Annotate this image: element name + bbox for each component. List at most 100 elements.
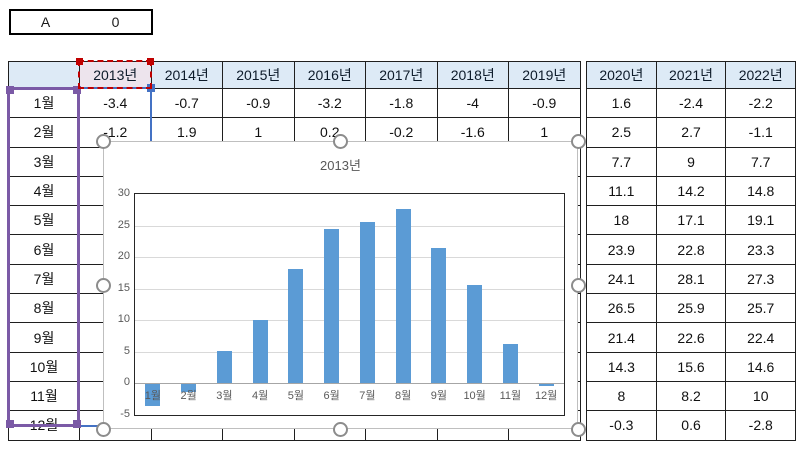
bar-12월[interactable]	[538, 384, 554, 387]
data-cell[interactable]: 28.1	[655, 263, 727, 295]
year-header-2016[interactable]: 2016년	[293, 61, 366, 89]
data-cell[interactable]: 14.6	[725, 351, 797, 382]
data-cell[interactable]: 18	[586, 205, 657, 236]
month-label-cell[interactable]: 4월	[8, 175, 80, 207]
bar-2월[interactable]	[181, 384, 197, 392]
year-header-2015[interactable]: 2015년	[222, 61, 295, 89]
month-label-cell[interactable]: 10월	[8, 351, 80, 382]
data-cell[interactable]: -4	[436, 87, 509, 119]
chart-resize-handle[interactable]	[333, 421, 348, 437]
data-cell[interactable]: 8.2	[655, 380, 727, 412]
x-axis-tick-label: 8월	[395, 390, 412, 403]
data-cell[interactable]: 2.5	[586, 117, 657, 148]
chart-resize-handle[interactable]	[333, 133, 348, 149]
data-cell[interactable]: 25.9	[655, 293, 727, 324]
range-handle[interactable]	[76, 58, 83, 65]
month-label-cell[interactable]: 1월	[8, 87, 80, 119]
data-cell[interactable]: -2.4	[655, 87, 727, 119]
month-label-cell[interactable]: 8월	[8, 293, 80, 324]
data-cell[interactable]: 8	[586, 380, 657, 412]
data-cell[interactable]: 10	[725, 380, 797, 412]
data-cell[interactable]: -2.8	[725, 410, 797, 441]
chart-resize-handle[interactable]	[570, 421, 586, 437]
data-cell[interactable]: 23.3	[725, 234, 797, 265]
data-cell[interactable]: 14.8	[725, 175, 797, 207]
data-cell[interactable]: 22.4	[725, 322, 797, 353]
value-cell[interactable]: 0	[80, 9, 153, 35]
corner-header-cell[interactable]	[8, 61, 80, 89]
range-handle[interactable]	[73, 420, 81, 428]
year-header-2017[interactable]: 2017년	[365, 61, 438, 89]
bar-4월[interactable]	[252, 319, 268, 384]
bar-10월[interactable]	[467, 284, 483, 384]
data-cell[interactable]: 14.2	[655, 175, 727, 207]
chart-title[interactable]: 2013년	[320, 158, 361, 173]
data-cell[interactable]: -2.2	[725, 87, 797, 119]
chart-gridline	[135, 288, 564, 290]
data-cell[interactable]: 22.6	[655, 322, 727, 353]
range-handle[interactable]	[6, 420, 14, 428]
data-cell[interactable]: -1.1	[725, 117, 797, 148]
chart-resize-handle[interactable]	[95, 421, 111, 437]
bar-3월[interactable]	[216, 351, 232, 384]
data-cell[interactable]: 1.6	[586, 87, 657, 119]
year-header-2019[interactable]: 2019년	[508, 61, 581, 89]
data-cell[interactable]: 22.8	[655, 234, 727, 265]
data-cell[interactable]: 7.7	[725, 146, 797, 177]
data-cell[interactable]: 23.9	[586, 234, 657, 265]
data-cell[interactable]: -3.4	[79, 87, 152, 119]
chart-resize-handle[interactable]	[95, 133, 111, 149]
bar-5월[interactable]	[288, 268, 304, 384]
bar-7월[interactable]	[359, 222, 375, 384]
chart-resize-handle[interactable]	[95, 277, 111, 293]
data-cell[interactable]: 15.6	[655, 351, 727, 382]
range-handle[interactable]	[73, 86, 81, 94]
data-cell[interactable]: 27.3	[725, 263, 797, 295]
data-cell[interactable]: 7.7	[586, 146, 657, 177]
data-cell[interactable]: 0.6	[655, 410, 727, 441]
name-box-cell[interactable]: A	[9, 9, 82, 35]
data-cell[interactable]: 25.7	[725, 293, 797, 324]
data-cell[interactable]: -0.7	[150, 87, 223, 119]
range-handle[interactable]	[147, 84, 155, 92]
bar-1월[interactable]	[145, 384, 161, 406]
data-cell[interactable]: 19.1	[725, 205, 797, 236]
month-label-cell[interactable]: 12월	[8, 410, 80, 441]
month-label-cell[interactable]: 6월	[8, 234, 80, 265]
year-header-2022[interactable]: 2022년	[725, 61, 797, 89]
data-cell[interactable]: 17.1	[655, 205, 727, 236]
data-cell[interactable]: -0.9	[508, 87, 581, 119]
data-cell[interactable]: 11.1	[586, 175, 657, 207]
year-header-2020[interactable]: 2020년	[586, 61, 657, 89]
year-header-2013[interactable]: 2013년	[79, 61, 152, 89]
data-cell[interactable]: -0.3	[586, 410, 657, 441]
data-cell[interactable]: 21.4	[586, 322, 657, 353]
data-cell[interactable]: -0.9	[222, 87, 295, 119]
month-label-cell[interactable]: 5월	[8, 205, 80, 236]
data-cell[interactable]: 9	[655, 146, 727, 177]
range-handle[interactable]	[147, 58, 154, 65]
data-cell[interactable]: 14.3	[586, 351, 657, 382]
range-handle[interactable]	[6, 86, 14, 94]
year-header-2018[interactable]: 2018년	[436, 61, 509, 89]
bar-6월[interactable]	[324, 229, 340, 384]
data-cell[interactable]: -1.8	[365, 87, 438, 119]
month-label-cell[interactable]: 2월	[8, 117, 80, 148]
month-label-cell[interactable]: 7월	[8, 263, 80, 295]
data-cell[interactable]: 26.5	[586, 293, 657, 324]
chart-2013[interactable]: 2013년 1월 2월 3월 4월 5월 6월 7월 8월 9월 10월 11월 12월 30 25 20…	[103, 141, 578, 429]
chart-plot-area[interactable]: 1월 2월 3월 4월 5월 6월 7월 8월 9월 10월 11월 12월	[134, 193, 565, 416]
month-label-cell[interactable]: 11월	[8, 380, 80, 412]
chart-resize-handle[interactable]	[570, 133, 586, 149]
data-cell[interactable]: 2.7	[655, 117, 727, 148]
chart-resize-handle[interactable]	[570, 277, 586, 293]
year-header-2014[interactable]: 2014년	[150, 61, 223, 89]
data-cell[interactable]: -3.2	[293, 87, 366, 119]
bar-8월[interactable]	[395, 208, 411, 384]
data-cell[interactable]: 24.1	[586, 263, 657, 295]
bar-9월[interactable]	[431, 247, 447, 384]
month-label-cell[interactable]: 3월	[8, 146, 80, 177]
year-header-2021[interactable]: 2021년	[655, 61, 727, 89]
bar-11월[interactable]	[502, 344, 518, 384]
month-label-cell[interactable]: 9월	[8, 322, 80, 353]
